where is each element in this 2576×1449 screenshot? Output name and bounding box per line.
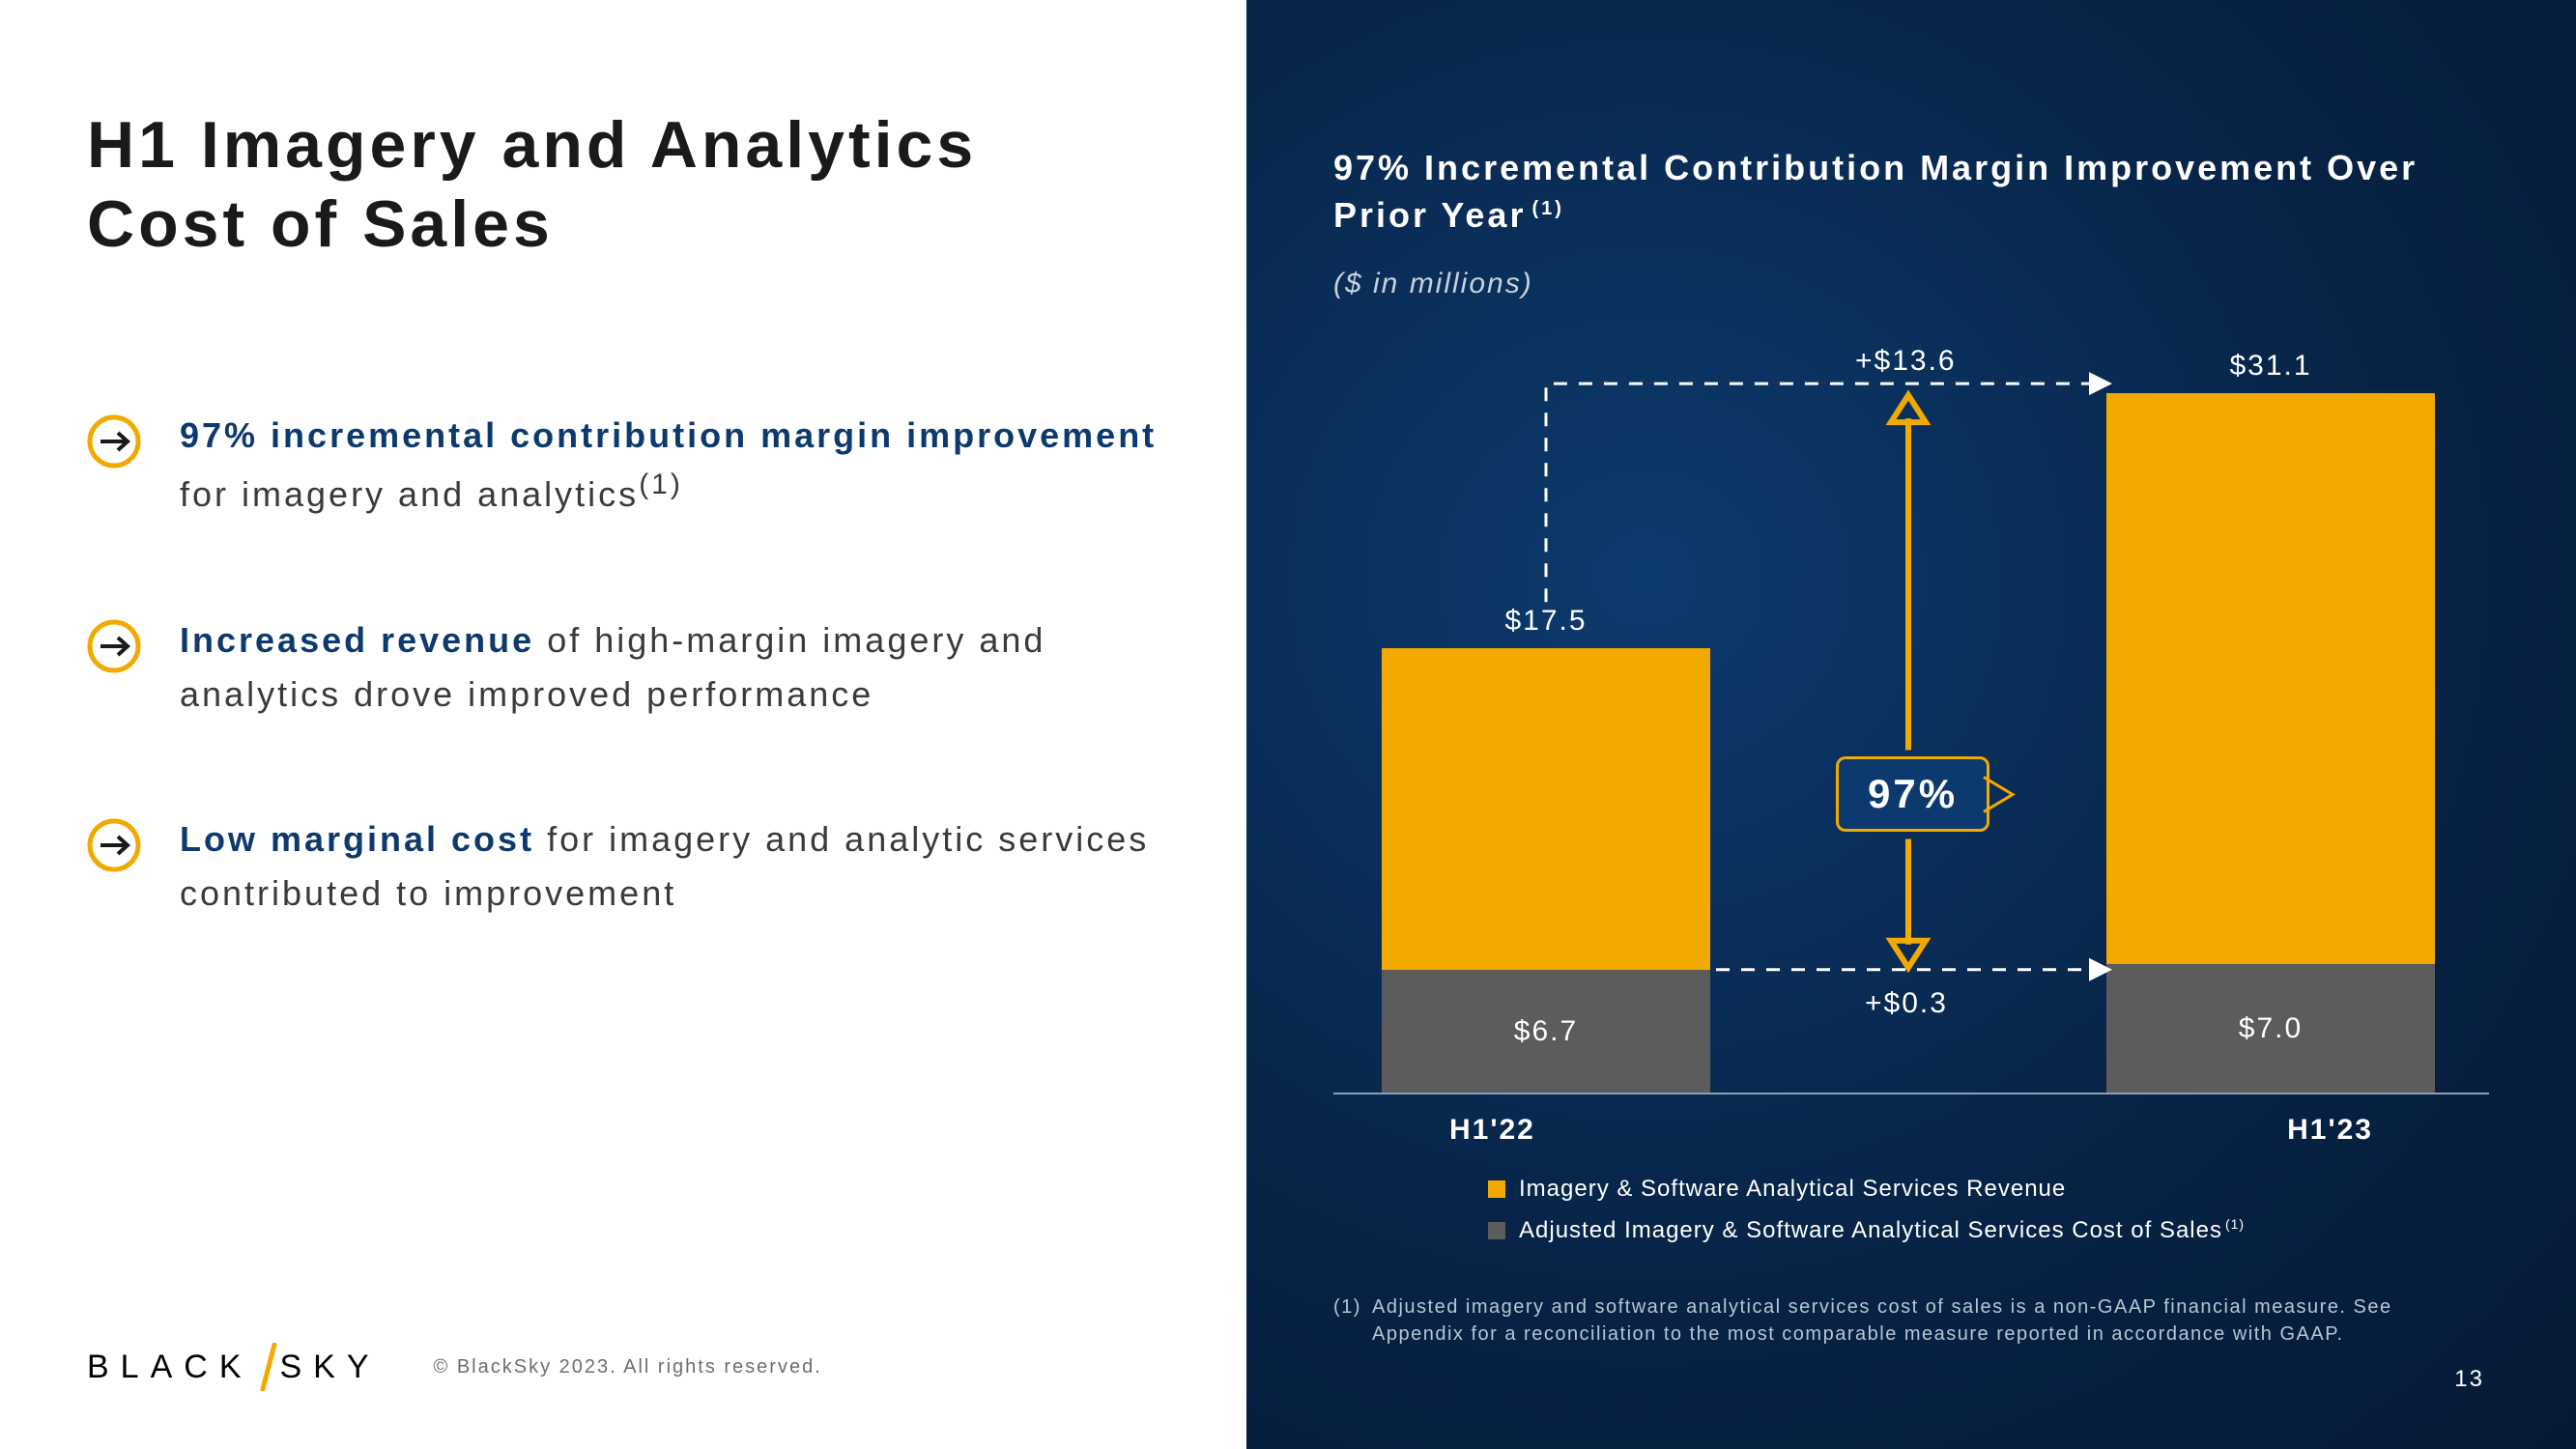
logo-slash-icon bbox=[255, 1343, 282, 1391]
footer-left: BLACK SKY © BlackSky 2023. All rights re… bbox=[87, 1343, 822, 1391]
footnote: (1)Adjusted imagery and software analyti… bbox=[1333, 1293, 2489, 1348]
chart-subtitle: ($ in millions) bbox=[1333, 268, 2489, 300]
bullet-list: 97% incremental contribution margin impr… bbox=[87, 409, 1159, 921]
logo-text-sky: SKY bbox=[280, 1349, 381, 1386]
delta-bottom-label: +$0.3 bbox=[1865, 987, 1948, 1020]
footnote-text: Adjusted imagery and software analytical… bbox=[1372, 1293, 2484, 1348]
legend-label: Adjusted Imagery & Software Analytical S… bbox=[1519, 1217, 2222, 1243]
axis-line bbox=[1333, 1093, 2489, 1094]
slide: H1 Imagery and Analytics Cost of Sales 9… bbox=[0, 0, 2576, 1449]
bullet-sup: (1) bbox=[639, 469, 683, 500]
cost-bar: $7.0 bbox=[2106, 964, 2435, 1093]
bullet-item: Low marginal cost for imagery and analyt… bbox=[87, 812, 1159, 921]
legend-label: Imagery & Software Analytical Services R… bbox=[1519, 1176, 2066, 1202]
legend: Imagery & Software Analytical Services R… bbox=[1333, 1176, 2489, 1244]
x-axis-labels: H1'22 H1'23 bbox=[1333, 1093, 2489, 1147]
x-axis-label: H1'22 bbox=[1449, 1114, 1535, 1147]
x-axis-label: H1'23 bbox=[2287, 1114, 2373, 1147]
bullet-text: 97% incremental contribution margin impr… bbox=[180, 409, 1159, 522]
bullet-item: Increased revenue of high-margin imagery… bbox=[87, 613, 1159, 722]
chart-title-text: 97% Incremental Contribution Margin Impr… bbox=[1333, 148, 2418, 235]
logo-text-black: BLACK bbox=[87, 1349, 253, 1386]
legend-swatch-icon bbox=[1488, 1222, 1505, 1239]
legend-sup: (1) bbox=[2225, 1216, 2245, 1232]
bullet-highlight: Increased revenue bbox=[180, 620, 534, 660]
logo: BLACK SKY bbox=[87, 1343, 381, 1391]
copyright: © BlackSky 2023. All rights reserved. bbox=[434, 1356, 822, 1378]
bullet-highlight: Low marginal cost bbox=[180, 819, 534, 859]
chart-area: $17.5$6.7$31.1$7.0+$13.6+$0.397% bbox=[1333, 300, 2489, 1093]
bullet-rest: for imagery and analytics bbox=[180, 474, 639, 514]
legend-swatch-icon bbox=[1488, 1180, 1505, 1198]
bullet-item: 97% incremental contribution margin impr… bbox=[87, 409, 1159, 522]
chart-title-sup: (1) bbox=[1531, 198, 1563, 219]
footnote-num: (1) bbox=[1333, 1293, 1372, 1321]
cost-bar: $6.7 bbox=[1382, 970, 1710, 1093]
legend-item: Adjusted Imagery & Software Analytical S… bbox=[1488, 1216, 2489, 1244]
bar-group: $17.5$6.7 bbox=[1382, 648, 1710, 1093]
delta-top-label: +$13.6 bbox=[1855, 345, 1957, 378]
left-panel: H1 Imagery and Analytics Cost of Sales 9… bbox=[0, 0, 1246, 1449]
bar-group: $31.1$7.0 bbox=[2106, 393, 2435, 1093]
chart-title: 97% Incremental Contribution Margin Impr… bbox=[1333, 145, 2489, 239]
page-number: 13 bbox=[2454, 1366, 2484, 1393]
arrow-icon bbox=[87, 619, 141, 673]
legend-item: Imagery & Software Analytical Services R… bbox=[1488, 1176, 2489, 1203]
revenue-bar: $17.5 bbox=[1382, 648, 1710, 970]
right-panel: 97% Incremental Contribution Margin Impr… bbox=[1246, 0, 2576, 1449]
bullet-text: Low marginal cost for imagery and analyt… bbox=[180, 812, 1159, 921]
bullet-highlight: 97% incremental contribution margin impr… bbox=[180, 415, 1157, 455]
arrow-icon bbox=[87, 818, 141, 872]
revenue-value-label: $31.1 bbox=[2106, 350, 2435, 383]
bullet-text: Increased revenue of high-margin imagery… bbox=[180, 613, 1159, 722]
revenue-bar: $31.1 bbox=[2106, 393, 2435, 964]
revenue-value-label: $17.5 bbox=[1382, 605, 1710, 638]
page-title: H1 Imagery and Analytics Cost of Sales bbox=[87, 106, 1159, 264]
arrow-icon bbox=[87, 414, 141, 469]
pct-badge: 97% bbox=[1836, 756, 1989, 832]
